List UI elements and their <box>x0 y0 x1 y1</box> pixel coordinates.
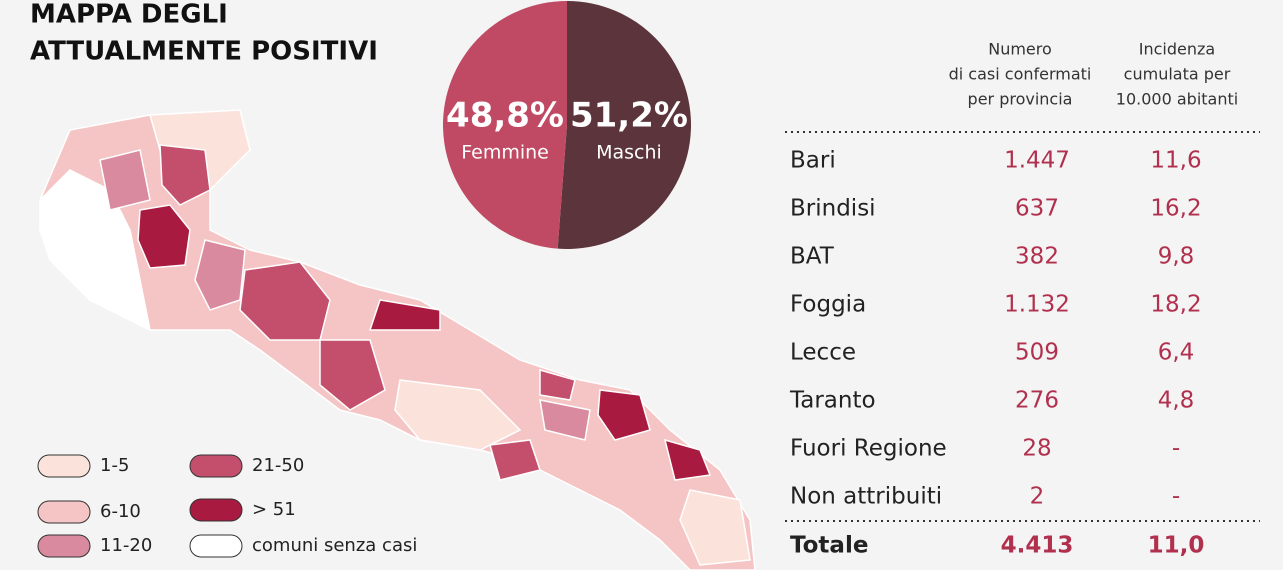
total-value: 4.413 <box>1001 533 1074 559</box>
legend-label: 11-20 <box>100 535 152 556</box>
cell-value: 18,2 <box>1150 292 1201 318</box>
cell-value: 2 <box>1030 484 1045 510</box>
cell-name: Taranto <box>789 388 876 414</box>
header: Numero <box>988 40 1052 59</box>
pie-value-label: 51,2% <box>570 96 688 136</box>
cell-value: 6,4 <box>1158 340 1195 366</box>
header: cumulata per <box>1124 65 1231 84</box>
legend-label: 1-5 <box>100 455 129 476</box>
cell-value: 276 <box>1015 388 1059 414</box>
cell-name: BAT <box>790 244 835 270</box>
header: di casi confermati <box>949 65 1092 84</box>
cell-value: 4,8 <box>1158 388 1195 414</box>
cell-value: 16,2 <box>1150 196 1201 222</box>
legend-swatch <box>189 454 243 478</box>
legend-label: 6-10 <box>100 501 141 522</box>
header: Incidenza <box>1139 40 1215 59</box>
total-name: Totale <box>790 533 868 559</box>
cell-value: 11,6 <box>1150 148 1201 174</box>
cell-value: 9,8 <box>1158 244 1195 270</box>
cell-value: 28 <box>1022 436 1051 462</box>
legend-label: 21-50 <box>252 455 304 476</box>
cell-value: - <box>1172 484 1180 510</box>
legend-swatch <box>37 454 91 478</box>
pie-slice-name: Femmine <box>461 142 549 164</box>
cell-value: 1.132 <box>1004 292 1070 318</box>
title: MAPPA DEGLI <box>30 0 228 30</box>
cell-name: Brindisi <box>790 196 876 222</box>
pie-slice <box>443 1 567 249</box>
header: per provincia <box>968 90 1073 109</box>
pie-slice <box>557 1 692 250</box>
legend-swatch <box>37 534 91 558</box>
cell-name: Bari <box>790 148 836 174</box>
cell-name: Lecce <box>790 340 856 366</box>
pie-chart: 48,8% Femmine 51,2% Maschi <box>443 1 692 250</box>
legend-label: > 51 <box>252 499 296 520</box>
cell-name: Fuori Regione <box>790 436 947 462</box>
cell-value: 637 <box>1015 196 1059 222</box>
legend-swatch <box>189 534 243 558</box>
header: 10.000 abitanti <box>1116 90 1238 109</box>
table-headers: Numero di casi confermati per provincia … <box>949 40 1239 109</box>
title: ATTUALMENTE POSITIVI <box>30 37 378 67</box>
table-body: Bari 1.447 11,6 Brindisi 637 16,2 BAT 382 9,8 Fog… <box>789 148 1204 559</box>
cell-name: Non attribuiti <box>790 484 942 510</box>
pie-value-label: 48,8% <box>446 96 564 136</box>
cell-name: Foggia <box>790 292 866 318</box>
cell-value: 1.447 <box>1004 148 1070 174</box>
legend-swatch <box>37 500 91 524</box>
cell-value: 382 <box>1015 244 1059 270</box>
map <box>39 109 756 570</box>
legend: 1-5 6-10 11-20 21-50 > 51 comuni senza casi <box>37 454 417 558</box>
legend-label: comuni senza casi <box>252 535 417 556</box>
cell-value: - <box>1172 436 1180 462</box>
cell-value: 509 <box>1015 340 1059 366</box>
legend-swatch <box>189 498 243 522</box>
total-value: 11,0 <box>1148 533 1205 559</box>
pie-slice-name: Maschi <box>596 142 662 164</box>
